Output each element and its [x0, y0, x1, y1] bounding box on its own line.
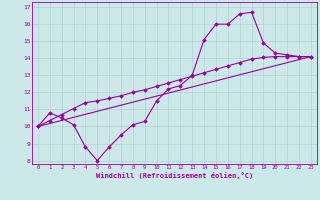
X-axis label: Windchill (Refroidissement éolien,°C): Windchill (Refroidissement éolien,°C) — [96, 172, 253, 179]
